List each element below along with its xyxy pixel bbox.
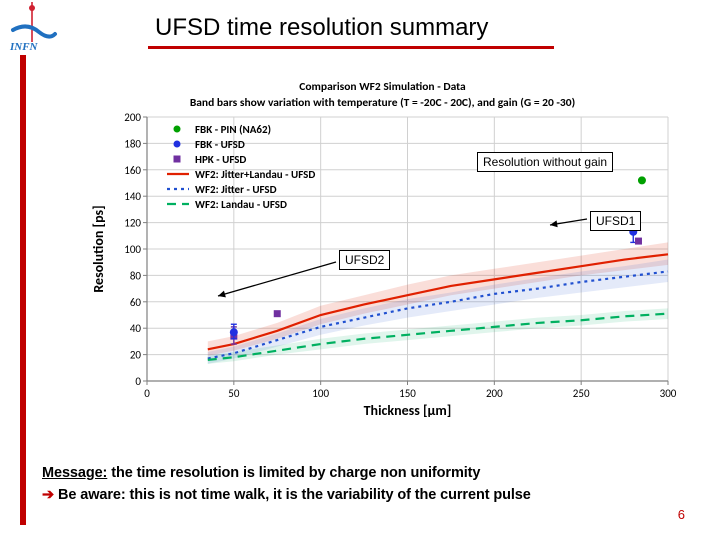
- svg-text:300: 300: [660, 387, 677, 400]
- infn-logo: INFN: [5, 2, 60, 57]
- annotation-res-no-gain: Resolution without gain: [477, 152, 613, 172]
- svg-text:20: 20: [130, 349, 142, 362]
- svg-text:100: 100: [124, 243, 141, 256]
- svg-text:WF2: Jitter+Landau - UFSD: WF2: Jitter+Landau - UFSD: [195, 168, 315, 181]
- page-number: 6: [678, 507, 685, 522]
- svg-text:140: 140: [124, 190, 141, 203]
- annotation-ufsd2: UFSD2: [339, 250, 390, 270]
- svg-text:FBK - PIN (NA62): FBK - PIN (NA62): [195, 123, 271, 136]
- annotation-ufsd1: UFSD1: [590, 211, 641, 231]
- svg-text:60: 60: [130, 296, 142, 309]
- svg-text:INFN: INFN: [9, 41, 39, 53]
- message-line2: Be aware: this is not time walk, it is t…: [54, 487, 531, 503]
- svg-text:WF2: Landau - UFSD: WF2: Landau - UFSD: [195, 198, 287, 211]
- svg-text:120: 120: [124, 217, 141, 230]
- svg-text:Resolution [ps]: Resolution [ps]: [90, 205, 107, 292]
- svg-text:200: 200: [486, 387, 503, 400]
- title-underline: [148, 46, 554, 49]
- svg-text:FBK - UFSD: FBK - UFSD: [195, 138, 245, 151]
- svg-text:250: 250: [573, 387, 590, 400]
- svg-text:50: 50: [228, 387, 240, 400]
- svg-text:WF2: Jitter - UFSD: WF2: Jitter - UFSD: [195, 183, 277, 196]
- message-label: Message:: [42, 465, 107, 481]
- svg-text:180: 180: [124, 137, 141, 150]
- slide-title: UFSD time resolution summary: [155, 14, 488, 42]
- svg-text:HPK - UFSD: HPK - UFSD: [195, 153, 246, 166]
- svg-text:100: 100: [312, 387, 329, 400]
- svg-text:200: 200: [124, 111, 141, 124]
- arrow-icon: ➔: [42, 487, 54, 503]
- svg-text:80: 80: [130, 269, 142, 282]
- svg-text:40: 40: [130, 322, 142, 335]
- svg-text:150: 150: [399, 387, 416, 400]
- svg-text:160: 160: [124, 164, 141, 177]
- chart-title-line2: Band bars show variation with temperatur…: [190, 96, 575, 110]
- svg-text:0: 0: [135, 375, 141, 388]
- message-line1: the time resolution is limited by charge…: [107, 465, 480, 481]
- message-block: Message: the time resolution is limited …: [42, 462, 531, 507]
- side-red-bar: [20, 55, 26, 525]
- svg-text:0: 0: [144, 387, 150, 400]
- chart-title: Comparison WF2 Simulation - Data Band ba…: [85, 80, 680, 111]
- svg-text:Thickness [µm]: Thickness [µm]: [364, 402, 452, 419]
- chart-title-line1: Comparison WF2 Simulation - Data: [299, 80, 465, 94]
